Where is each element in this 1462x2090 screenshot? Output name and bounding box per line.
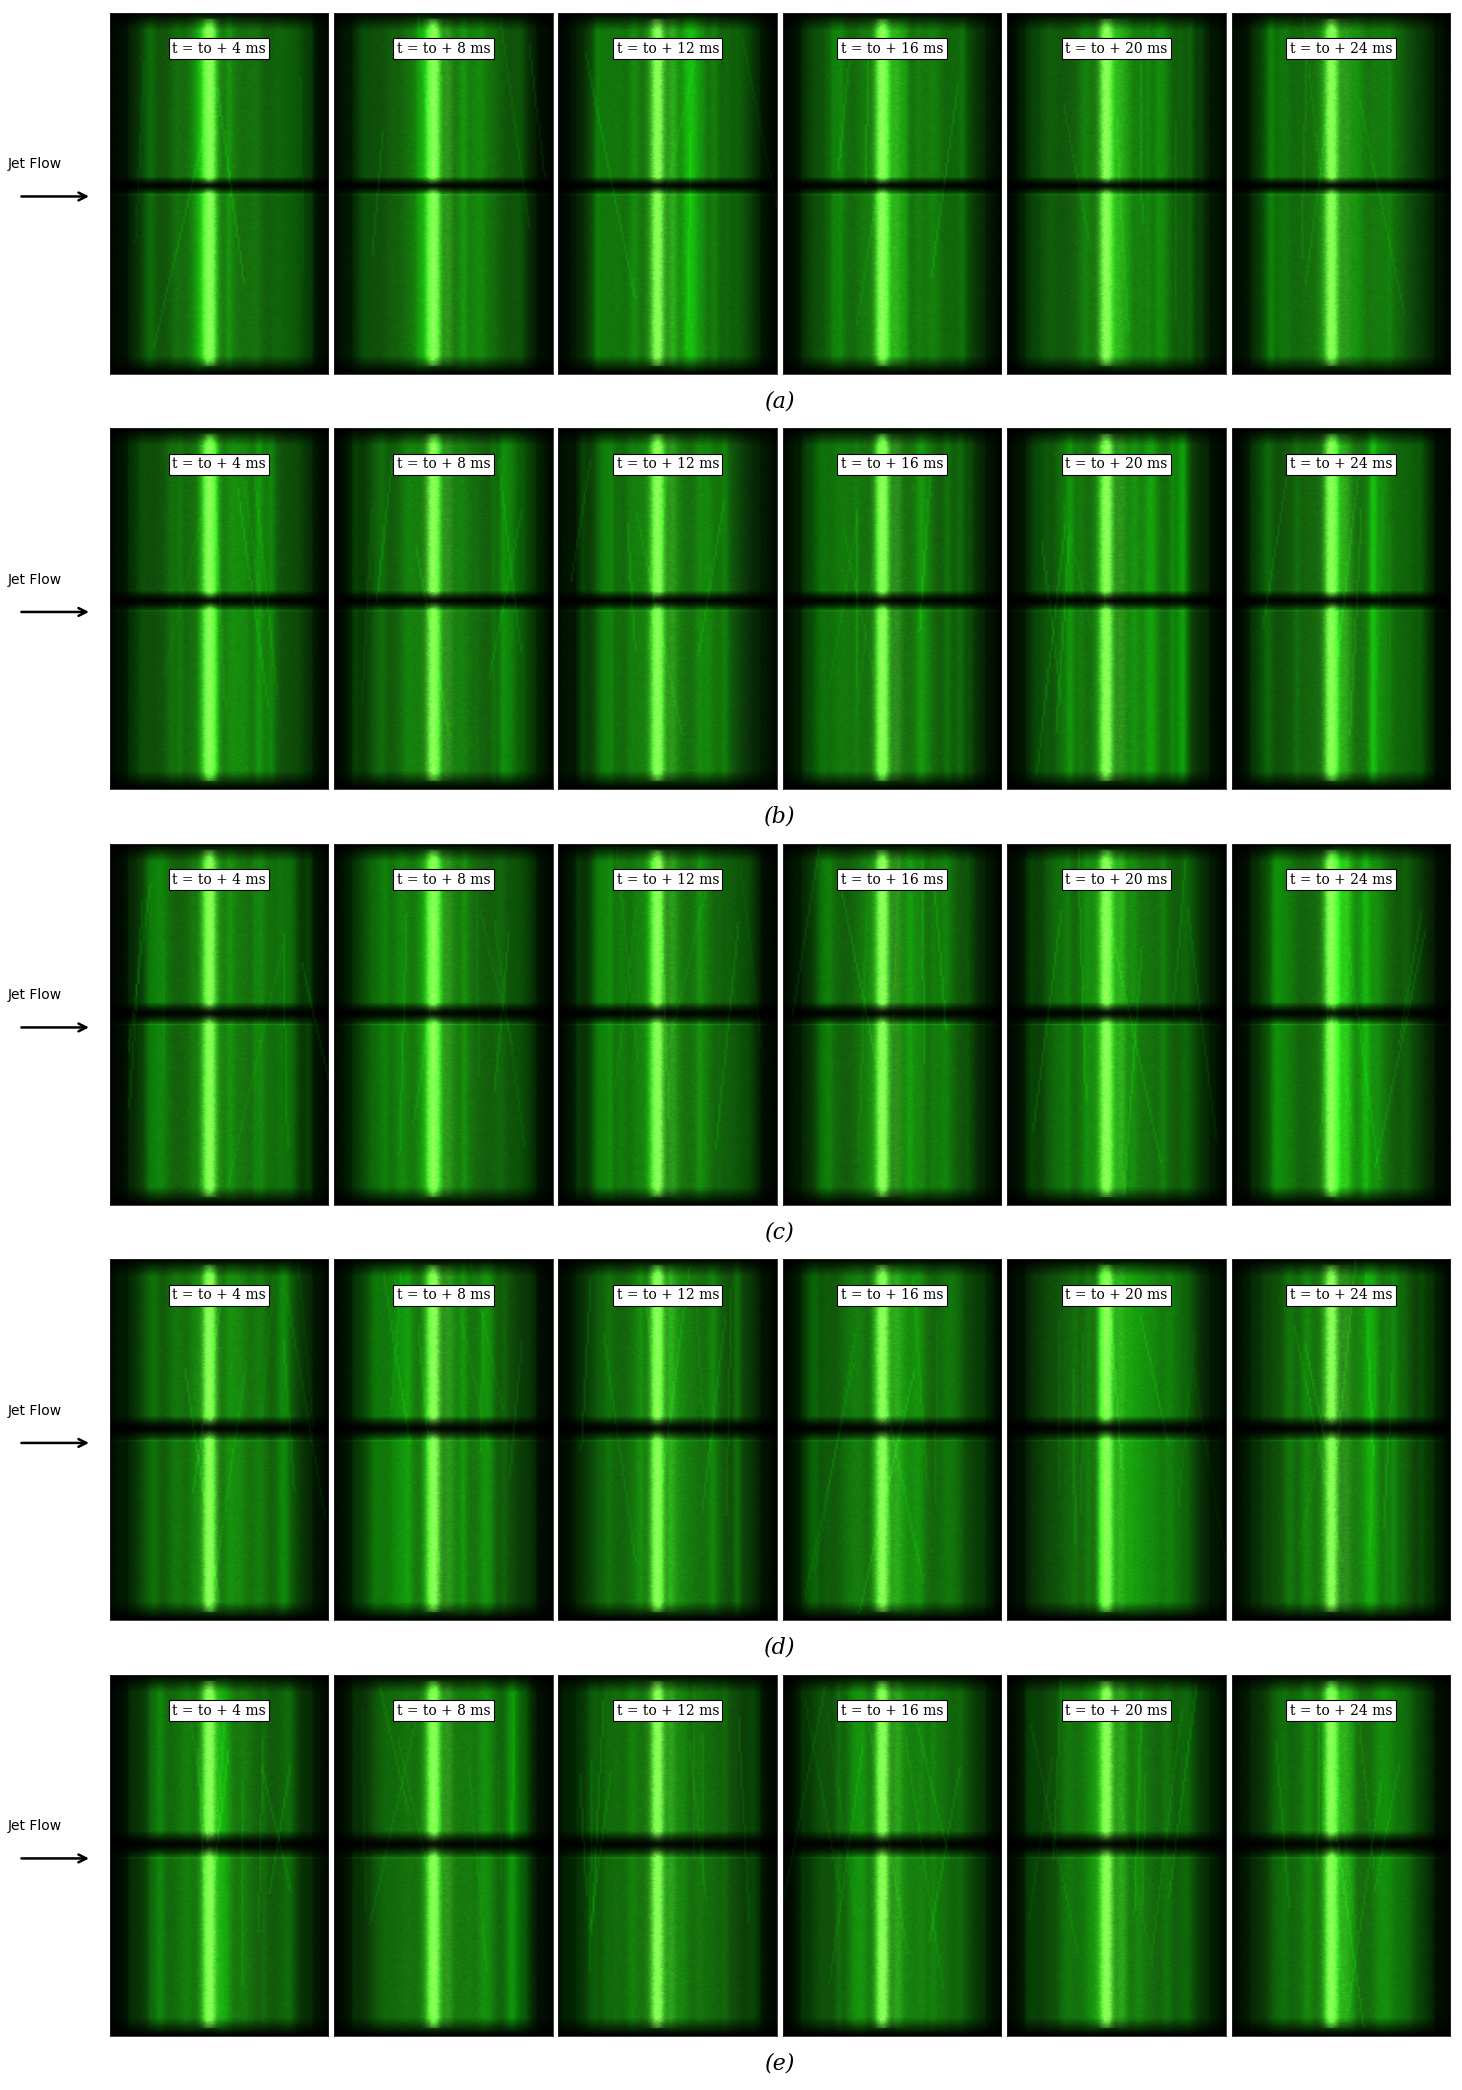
Text: t = to + 16 ms: t = to + 16 ms [841, 458, 943, 470]
Text: (e): (e) [765, 2052, 795, 2073]
Text: t = to + 16 ms: t = to + 16 ms [841, 874, 943, 886]
Text: t = to + 12 ms: t = to + 12 ms [617, 42, 719, 56]
Text: t = to + 20 ms: t = to + 20 ms [1066, 1703, 1168, 1718]
Text: Jet Flow: Jet Flow [7, 1818, 61, 1833]
Text: t = to + 4 ms: t = to + 4 ms [173, 42, 266, 56]
Text: t = to + 24 ms: t = to + 24 ms [1289, 874, 1392, 886]
Text: Jet Flow: Jet Flow [7, 573, 61, 587]
Text: t = to + 12 ms: t = to + 12 ms [617, 1287, 719, 1302]
Text: t = to + 12 ms: t = to + 12 ms [617, 874, 719, 886]
Text: t = to + 20 ms: t = to + 20 ms [1066, 42, 1168, 56]
Text: t = to + 24 ms: t = to + 24 ms [1289, 42, 1392, 56]
Text: Jet Flow: Jet Flow [7, 989, 61, 1003]
Text: (b): (b) [765, 807, 795, 828]
Text: t = to + 12 ms: t = to + 12 ms [617, 458, 719, 470]
Text: t = to + 24 ms: t = to + 24 ms [1289, 458, 1392, 470]
Text: t = to + 16 ms: t = to + 16 ms [841, 42, 943, 56]
Text: t = to + 8 ms: t = to + 8 ms [396, 42, 490, 56]
Text: t = to + 20 ms: t = to + 20 ms [1066, 1287, 1168, 1302]
Text: Jet Flow: Jet Flow [7, 157, 61, 171]
Text: (d): (d) [765, 1636, 795, 1659]
Text: t = to + 8 ms: t = to + 8 ms [396, 1287, 490, 1302]
Text: t = to + 8 ms: t = to + 8 ms [396, 1703, 490, 1718]
Text: t = to + 8 ms: t = to + 8 ms [396, 458, 490, 470]
Text: t = to + 24 ms: t = to + 24 ms [1289, 1703, 1392, 1718]
Text: t = to + 4 ms: t = to + 4 ms [173, 1703, 266, 1718]
Text: t = to + 4 ms: t = to + 4 ms [173, 874, 266, 886]
Text: Jet Flow: Jet Flow [7, 1404, 61, 1417]
Text: (a): (a) [765, 391, 795, 412]
Text: t = to + 20 ms: t = to + 20 ms [1066, 874, 1168, 886]
Text: t = to + 8 ms: t = to + 8 ms [396, 874, 490, 886]
Text: t = to + 16 ms: t = to + 16 ms [841, 1703, 943, 1718]
Text: t = to + 16 ms: t = to + 16 ms [841, 1287, 943, 1302]
Text: t = to + 12 ms: t = to + 12 ms [617, 1703, 719, 1718]
Text: (c): (c) [765, 1221, 795, 1244]
Text: t = to + 24 ms: t = to + 24 ms [1289, 1287, 1392, 1302]
Text: t = to + 20 ms: t = to + 20 ms [1066, 458, 1168, 470]
Text: t = to + 4 ms: t = to + 4 ms [173, 1287, 266, 1302]
Text: t = to + 4 ms: t = to + 4 ms [173, 458, 266, 470]
